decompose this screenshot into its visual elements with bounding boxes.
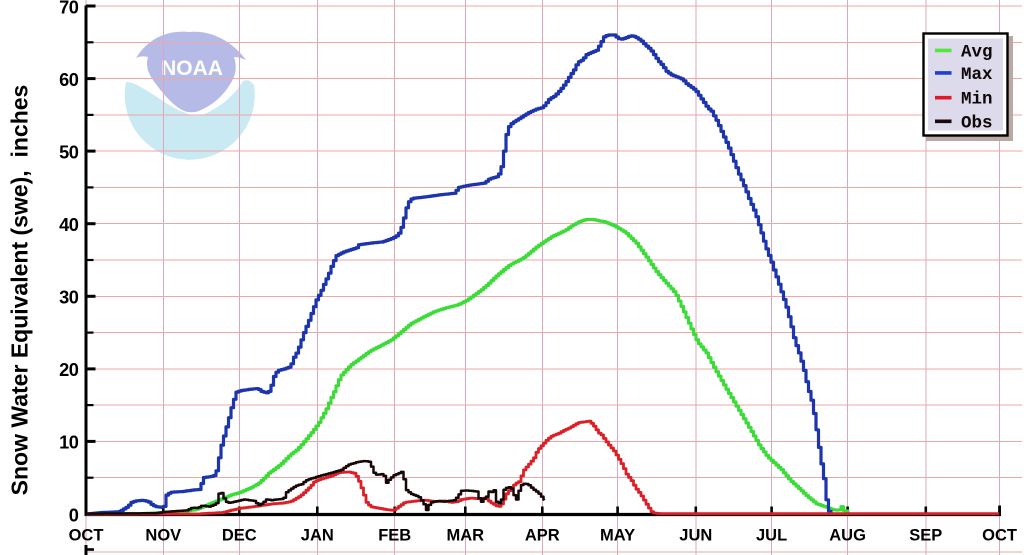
- svg-text:Avg: Avg: [961, 42, 993, 62]
- svg-text:DEC: DEC: [222, 527, 257, 545]
- svg-text:OCT: OCT: [69, 527, 104, 545]
- svg-text:FEB: FEB: [378, 527, 411, 545]
- svg-text:MAR: MAR: [447, 527, 485, 545]
- svg-text:30: 30: [59, 288, 79, 308]
- svg-text:SEP: SEP: [909, 527, 942, 545]
- svg-text:APR: APR: [525, 527, 560, 545]
- svg-text:NOAA: NOAA: [161, 57, 223, 80]
- svg-text:50: 50: [59, 142, 79, 162]
- svg-text:20: 20: [59, 360, 79, 380]
- svg-text:60: 60: [59, 70, 79, 90]
- svg-text:JUL: JUL: [756, 527, 787, 545]
- svg-text:JAN: JAN: [301, 527, 334, 545]
- svg-text:Min: Min: [961, 90, 993, 110]
- svg-text:Obs: Obs: [961, 113, 993, 133]
- svg-text:10: 10: [59, 433, 79, 453]
- svg-text:70: 70: [59, 0, 79, 17]
- svg-text:JUN: JUN: [679, 527, 712, 545]
- svg-text:Max: Max: [961, 65, 993, 85]
- svg-text:OCT: OCT: [982, 527, 1017, 545]
- svg-text:0: 0: [69, 505, 79, 525]
- svg-text:Snow Water Equivalent (swe),: Snow Water Equivalent (swe), inches: [7, 85, 33, 496]
- svg-text:MAY: MAY: [600, 527, 635, 545]
- svg-text:40: 40: [59, 215, 79, 235]
- svg-text:NOV: NOV: [145, 527, 181, 545]
- svg-text:AUG: AUG: [829, 527, 866, 545]
